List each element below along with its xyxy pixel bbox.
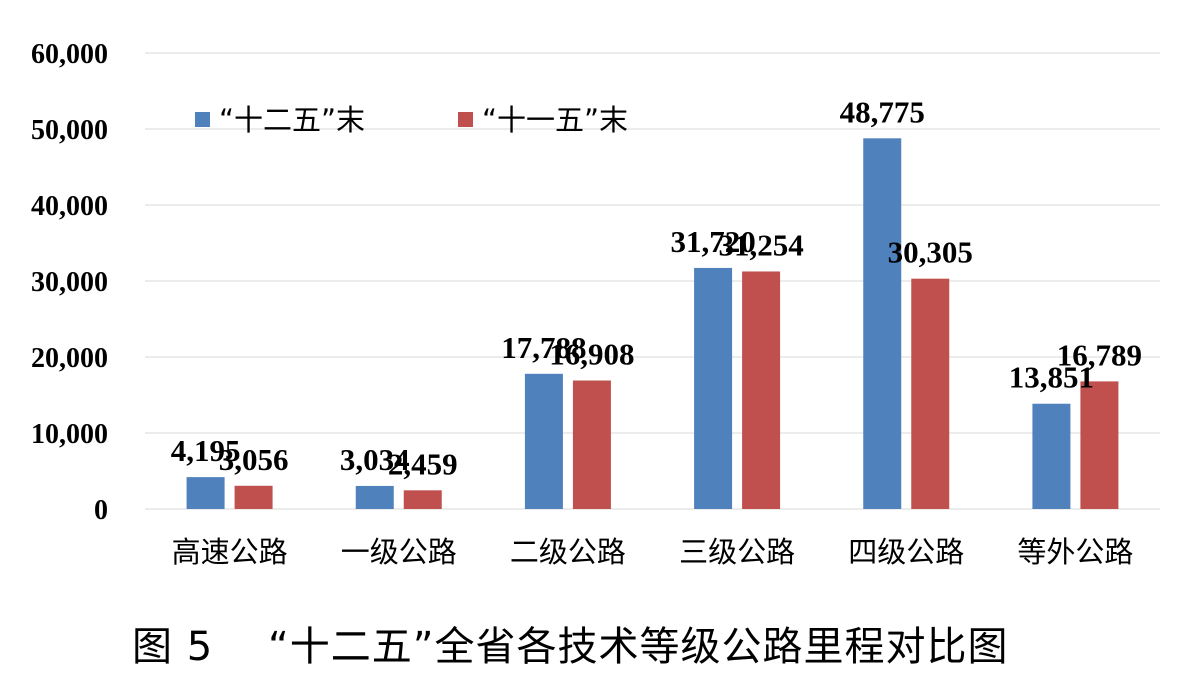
bar-series-2	[234, 485, 273, 509]
data-label: 30,305	[888, 235, 973, 270]
figure-caption: 图 5 “十二五”全省各技术等级公路里程对比图	[132, 624, 1009, 670]
data-label: 2,459	[388, 446, 458, 481]
bar-series-2	[403, 490, 442, 509]
y-tick-label: 60,000	[31, 39, 108, 70]
bar-series-2	[572, 380, 611, 509]
data-label: 3,056	[219, 442, 289, 477]
x-tick-label: 三级公路	[679, 535, 795, 569]
bar-series-1	[524, 373, 563, 509]
x-tick-label: 四级公路	[848, 535, 964, 569]
data-label: 31,720	[670, 224, 755, 259]
data-label: 3,034	[340, 442, 410, 477]
data-label: 48,775	[840, 94, 925, 129]
bars	[186, 138, 1119, 509]
gridlines	[145, 52, 1160, 510]
legend-swatch	[458, 112, 473, 127]
x-tick-label: 一级公路	[341, 535, 457, 569]
x-tick-label: 二级公路	[510, 535, 626, 569]
y-axis-ticks: 0 10,000 20,000 30,000 40,000 50,000 60,000	[31, 39, 108, 526]
data-label: 17,788	[501, 330, 586, 365]
y-tick-label: 20,000	[31, 343, 108, 374]
x-tick-label: 高速公路	[172, 535, 288, 569]
legend-swatch	[195, 112, 210, 127]
bar-series-2	[1080, 381, 1119, 509]
x-axis-ticks: 高速公路 一级公路 二级公路 三级公路 四级公路 等外公路	[172, 535, 1134, 569]
data-label: 16,908	[549, 336, 634, 371]
x-tick-label: 等外公路	[1017, 535, 1133, 569]
legend-label: “十一五”末	[482, 103, 628, 137]
bar-series-1	[694, 267, 733, 509]
bar-series-1	[186, 477, 225, 509]
y-tick-label: 50,000	[31, 115, 108, 146]
bar-chart: 0 10,000 20,000 30,000 40,000 50,000 60,000 4,…	[31, 39, 1160, 569]
y-tick-label: 0	[94, 495, 108, 526]
legend-label: “十二五”末	[219, 103, 365, 137]
bar-series-1	[863, 138, 902, 509]
bar-series-1	[1032, 403, 1071, 509]
y-tick-label: 10,000	[31, 419, 108, 450]
bar-series-2	[911, 278, 950, 509]
y-tick-label: 30,000	[31, 267, 108, 298]
y-tick-label: 40,000	[31, 191, 108, 222]
data-label: 13,851	[1009, 360, 1094, 395]
bar-series-2	[742, 271, 781, 509]
data-label: 16,789	[1057, 337, 1142, 372]
data-label: 31,254	[718, 227, 803, 262]
data-label: 4,195	[171, 433, 241, 468]
legend: “十二五”末 “十一五”末	[195, 103, 628, 137]
bar-series-1	[355, 485, 394, 509]
